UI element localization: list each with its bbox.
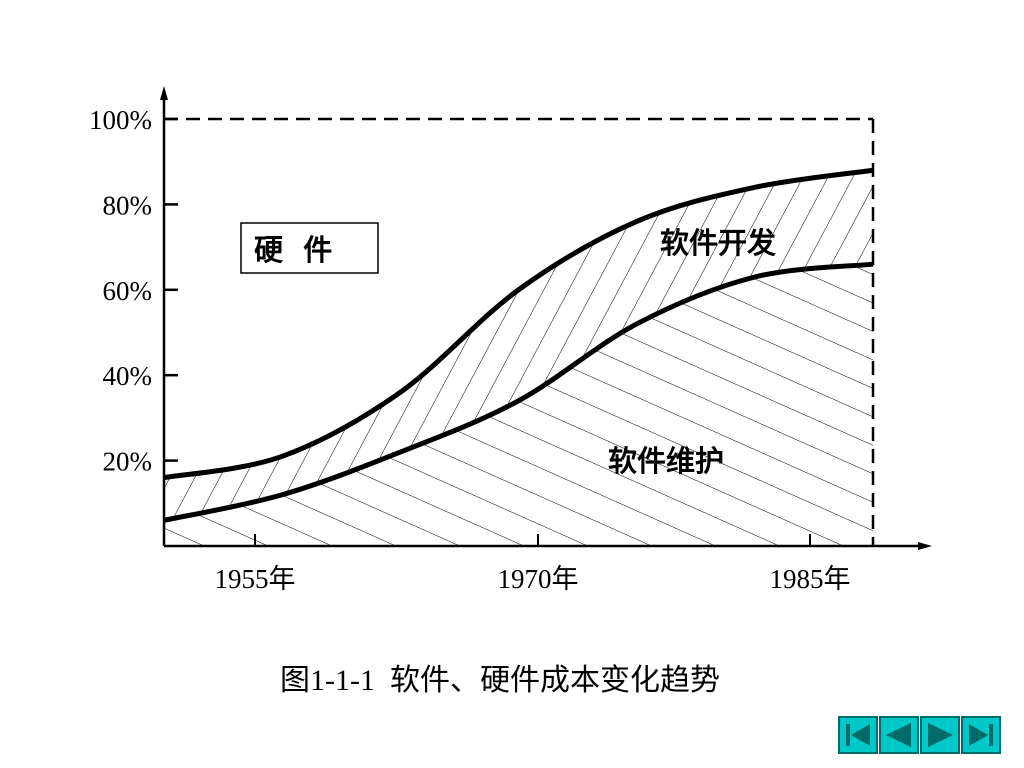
y-tick-label: 60% (103, 276, 153, 306)
figure-caption: 图1-1-1 软件、硬件成本变化趋势 (280, 664, 720, 697)
y-tick-label: 40% (103, 361, 153, 391)
lower-curve (163, 261, 874, 523)
cost-trend-chart: 100% 80% 60% 40% 20% 1955年 1970年 1985年 硬 件 软件开… (89, 86, 932, 594)
last-page-icon (969, 724, 993, 746)
software-development-region (164, 170, 873, 521)
y-tick-label: 100% (89, 105, 152, 135)
last-page-button[interactable] (961, 716, 1001, 754)
first-page-button[interactable] (838, 716, 878, 754)
prev-page-icon (886, 723, 911, 747)
software-maintenance-label: 软件维护 (608, 444, 724, 478)
hardware-label: 硬 件 (254, 233, 332, 267)
y-tick-label: 80% (103, 190, 153, 220)
hardware-label-box (240, 222, 379, 274)
upper-curve (163, 167, 874, 481)
slide-navigation (838, 716, 1002, 754)
prev-page-button[interactable] (879, 716, 919, 754)
next-page-button[interactable] (920, 716, 960, 754)
x-tick-label: 1970年 (498, 564, 579, 594)
y-axis-arrow (160, 86, 168, 100)
y-tick-label: 20% (103, 447, 153, 477)
first-page-icon (846, 724, 870, 746)
next-page-icon (928, 723, 953, 747)
x-tick-label: 1955年 (215, 564, 296, 594)
x-axis-arrow (918, 542, 932, 550)
x-tick-label: 1985年 (770, 564, 851, 594)
software-development-label: 软件开发 (660, 226, 776, 260)
